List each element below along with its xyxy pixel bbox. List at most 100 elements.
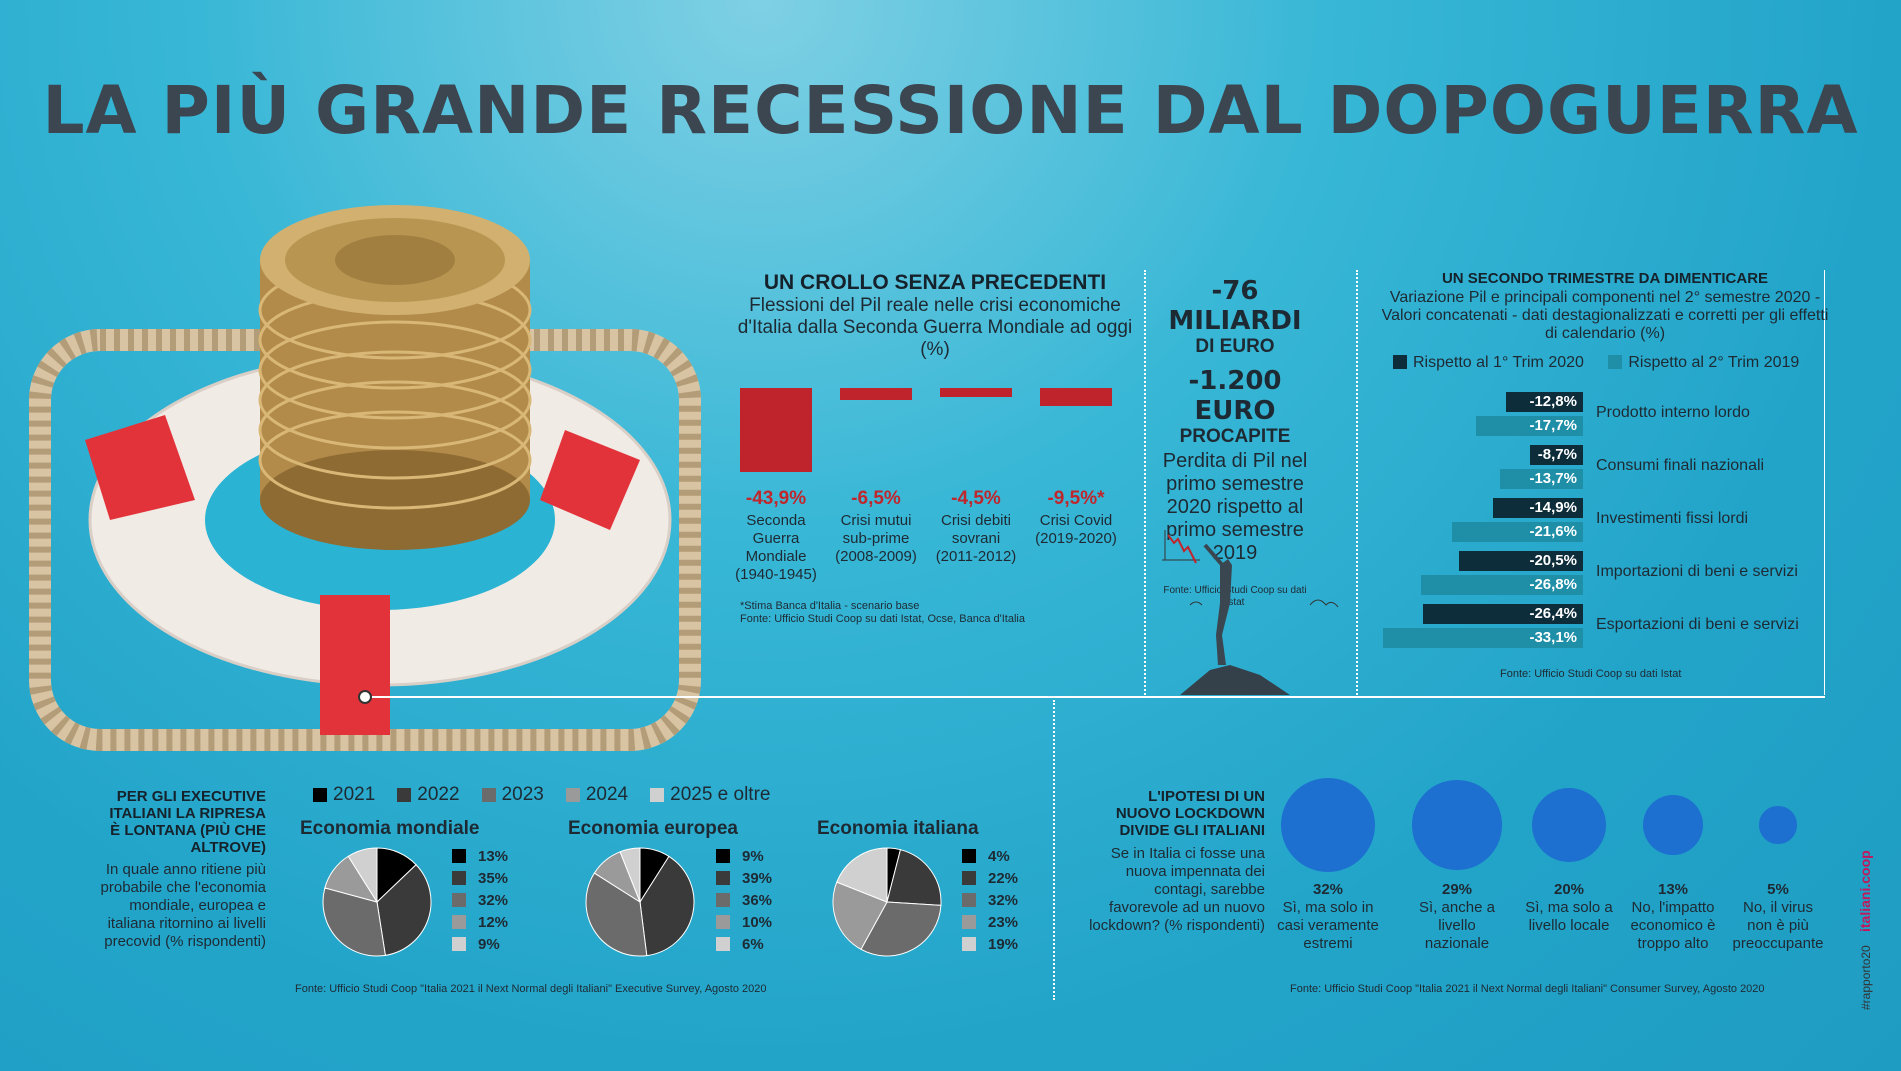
quarter-bar: -12,8% <box>1505 392 1583 412</box>
pie-legend-row: 10% <box>716 912 772 934</box>
pie-legend: 13% 35% 32% 12% 9% <box>452 846 508 956</box>
bubble-label: Sì, anche a livello nazionale <box>1419 899 1495 952</box>
pie-title: Economia italiana <box>817 818 979 839</box>
quarter-category-label: Importazioni di beni e servizi <box>1596 563 1798 580</box>
pie-legend-value: 36% <box>742 892 773 909</box>
quarter-legend: Rispetto al 1° Trim 2020 Rispetto al 2° … <box>1393 354 1799 372</box>
pie-legend-value: 6% <box>742 936 764 953</box>
pie-legend-value: 9% <box>478 936 500 953</box>
year-swatch <box>565 788 580 802</box>
loss-line-4: PROCAPITE <box>1179 426 1291 447</box>
bubble-percent: 20% <box>1553 881 1585 898</box>
pie-legend-value: 4% <box>988 848 1010 865</box>
quarter-bar-value: -14,9% <box>1529 499 1577 516</box>
pie-legend-row: 35% <box>452 868 508 890</box>
pie-legend-value: 35% <box>478 870 509 887</box>
pie-slice <box>347 847 378 904</box>
year-legend: 2021 2022 2023 2024 2025 e oltre <box>313 784 792 806</box>
panel-divider <box>1144 270 1146 695</box>
pie-legend-swatch <box>452 893 466 907</box>
quarter-bar: -21,6% <box>1452 522 1583 542</box>
quarter-bar-value: -26,8% <box>1529 576 1577 593</box>
pie-legend-row: 19% <box>962 934 1018 956</box>
crash-category-label: Crisi debiti sovrani (2011-2012) <box>935 512 1017 565</box>
quarter-source: Fonte: Ufficio Studi Coop su dati Istat <box>1500 668 1682 680</box>
loss-source: Fonte: Ufficio Studi Coop su dati Istat <box>1163 585 1307 608</box>
pie-legend-swatch <box>452 915 466 929</box>
pie-legend-row: 13% <box>452 846 508 868</box>
pie-legend-value: 39% <box>742 870 773 887</box>
pie-legend-value: 10% <box>742 914 773 931</box>
quarter-bar-value: -33,1% <box>1529 629 1577 646</box>
quarter-bar-value: -21,6% <box>1529 523 1577 540</box>
crash-value-label: -9,5%* <box>1047 488 1105 509</box>
quarter-bar: -33,1% <box>1383 628 1583 648</box>
crash-value-label: -43,9% <box>745 488 807 509</box>
crash-note: *Stima Banca d'Italia - scenario base <box>740 600 920 612</box>
pie-legend-row: 39% <box>716 868 772 890</box>
bubble-label: Sì, ma solo in casi veramente estremi <box>1277 899 1379 952</box>
connector-line <box>365 696 1825 698</box>
crash-bar <box>940 388 1012 397</box>
year-legend-item: 2021 <box>313 784 375 806</box>
legend-label: Rispetto al 2° Trim 2019 <box>1628 354 1800 371</box>
pie-legend-value: 32% <box>478 892 509 909</box>
quarter-bar: -17,7% <box>1476 416 1583 436</box>
pie-title: Economia europea <box>568 818 738 839</box>
pie-legend-row: 6% <box>716 934 772 956</box>
pie-slice <box>832 881 888 951</box>
quarter-bar-value: -20,5% <box>1529 552 1577 569</box>
exec-source: Fonte: Ufficio Studi Coop "Italia 2021 i… <box>295 983 767 995</box>
quarter-bar: -26,8% <box>1421 575 1583 595</box>
crash-bar <box>740 388 812 472</box>
quarter-bar-value: -8,7% <box>1537 446 1577 463</box>
crash-category-label: Crisi Covid (2019-2020) <box>1035 512 1117 547</box>
connector-dot <box>358 690 372 704</box>
crash-bar <box>1040 388 1112 407</box>
pie-legend-swatch <box>962 893 976 907</box>
quarter-bar: -13,7% <box>1500 469 1583 489</box>
bubble-percent: 32% <box>1312 881 1344 898</box>
quarter-category-label: Investimenti fissi lordi <box>1596 510 1749 527</box>
pie-legend-value: 23% <box>988 914 1019 931</box>
pie-legend-row: 9% <box>452 934 508 956</box>
pie-legend-swatch <box>962 915 976 929</box>
pie-title: Economia mondiale <box>300 818 480 839</box>
crash-category-label: Seconda Guerra Mondiale (1940-1945) <box>735 512 817 583</box>
pie-legend-swatch <box>452 849 466 863</box>
pie-legend-row: 22% <box>962 868 1018 890</box>
pie-legend-row: 12% <box>452 912 508 934</box>
pie-legend-swatch <box>452 937 466 951</box>
quarter-category-label: Consumi finali nazionali <box>1596 457 1765 474</box>
pie-legend: 9% 39% 36% 10% 6% <box>716 846 772 956</box>
pie-chart <box>322 847 432 957</box>
year-swatch <box>313 788 327 802</box>
legend-swatch-teal <box>1608 355 1623 369</box>
pie-legend-swatch <box>962 849 976 863</box>
brand-mark: #rapporto20 italiani.coop <box>1857 850 1873 1010</box>
pie-legend-value: 13% <box>478 848 509 865</box>
pie-legend-row: 9% <box>716 846 772 868</box>
lockdown-bubble <box>1759 806 1797 844</box>
panel-divider <box>1824 270 1825 695</box>
brand-site: italiani.coop <box>1857 850 1873 932</box>
lockdown-bubble <box>1643 795 1703 855</box>
pie-legend-value: 32% <box>988 892 1019 909</box>
pie-legend-swatch <box>716 937 730 951</box>
pie-slice <box>639 855 695 957</box>
year-legend-label: 2021 <box>333 784 376 805</box>
quarter-bar: -26,4% <box>1423 604 1583 624</box>
quarter-title: UN SECONDO TRIMESTRE DA DIMENTICARE <box>1441 270 1769 287</box>
brand-hashtag: #rapporto20 <box>1859 945 1873 1010</box>
lockdown-bubble <box>1281 778 1375 872</box>
quarter-bar: -20,5% <box>1459 551 1583 571</box>
crash-notes: *Stima Banca d'Italia - scenario base Fo… <box>740 600 1025 626</box>
panel-divider <box>1053 700 1055 1000</box>
year-legend-label: 2025 e oltre <box>670 784 771 805</box>
pie-chart <box>585 847 695 957</box>
pie-legend-swatch <box>716 915 730 929</box>
year-legend-item: 2024 <box>565 784 628 806</box>
pie-legend-swatch <box>716 871 730 885</box>
crash-bar <box>840 388 912 401</box>
pie-slice <box>322 887 386 957</box>
